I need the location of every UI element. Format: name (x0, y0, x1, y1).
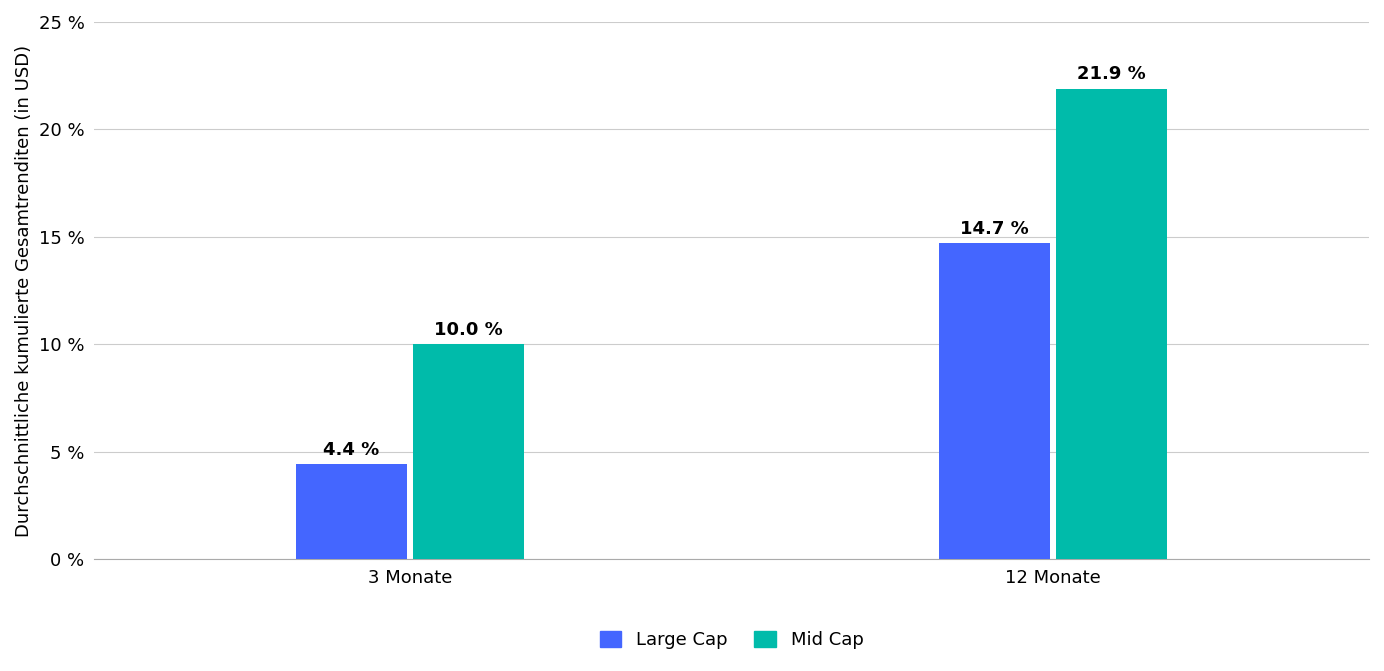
Text: 21.9 %: 21.9 % (1077, 65, 1146, 83)
Text: 4.4 %: 4.4 % (324, 441, 379, 459)
Bar (412, 344, 525, 559)
Y-axis label: Durchschnittliche kumulierte Gesamtrenditen (in USD): Durchschnittliche kumulierte Gesamtrendi… (15, 44, 33, 537)
Bar (1056, 89, 1167, 559)
Bar (940, 244, 1050, 559)
Legend: Large Cap, Mid Cap: Large Cap, Mid Cap (591, 622, 872, 658)
Text: 14.7 %: 14.7 % (960, 220, 1030, 238)
Bar (296, 464, 407, 559)
Text: 10.0 %: 10.0 % (435, 321, 502, 339)
